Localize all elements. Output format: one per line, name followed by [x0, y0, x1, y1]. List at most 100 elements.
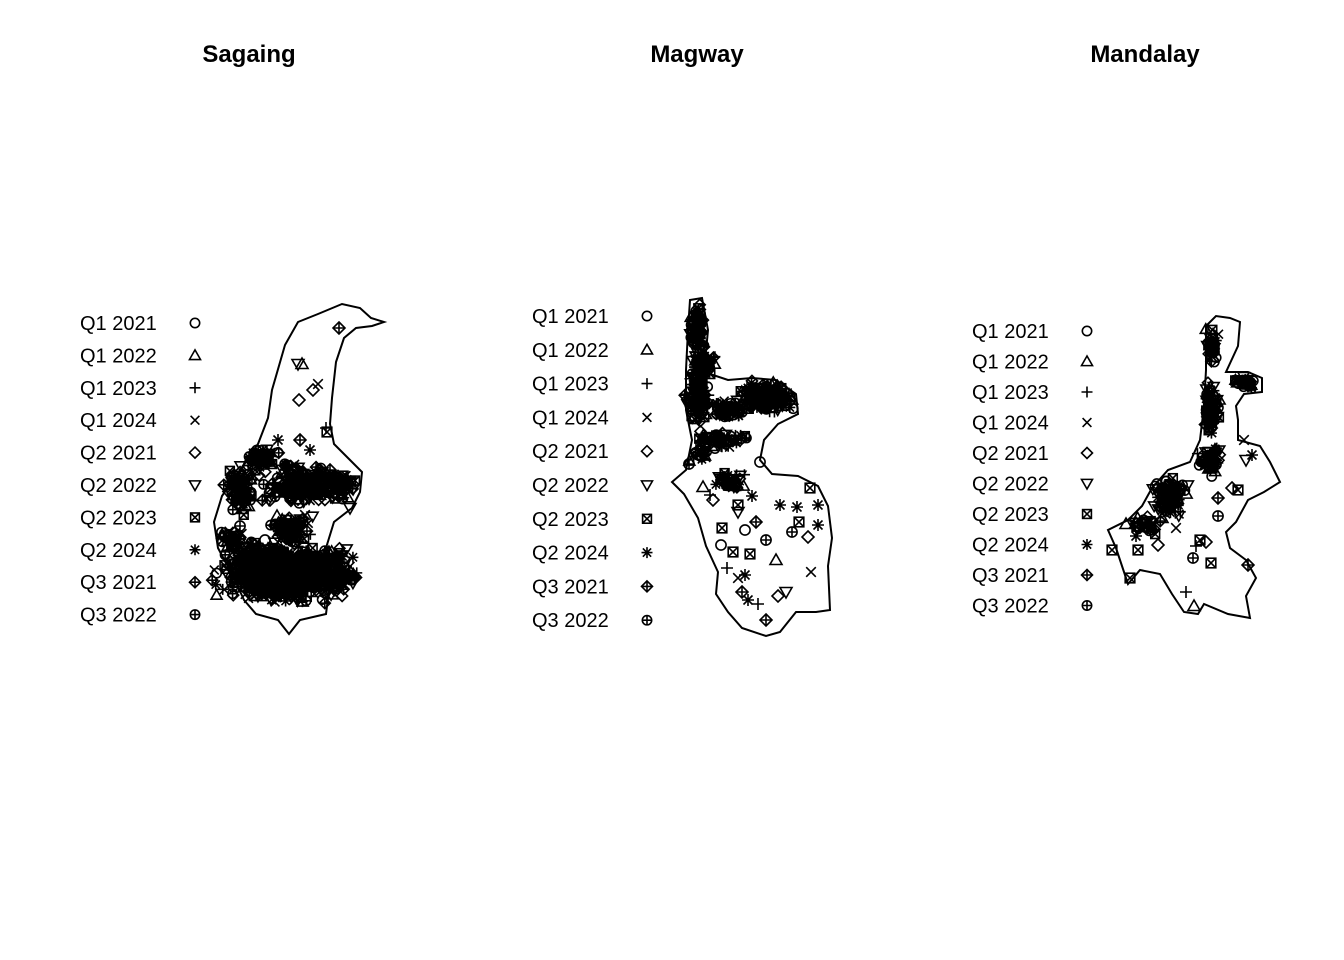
- incident-marker: [1174, 509, 1185, 520]
- panel-mandalay: Mandalay Q1 2021 Q1 2022 Q1 2023 Q1 2024 Q2 …: [972, 41, 1282, 620]
- legend-label: Q2 2023: [80, 507, 157, 529]
- incident-marker: [746, 490, 758, 502]
- incident-marker: [244, 452, 256, 464]
- panel-title: Magway: [650, 41, 744, 68]
- marker-cluster: [255, 453, 269, 463]
- incident-marker: [692, 414, 707, 427]
- incident-marker: [252, 468, 266, 483]
- incident-marker: [688, 450, 700, 462]
- incident-marker: [711, 397, 723, 409]
- marker-cluster: [1205, 453, 1215, 467]
- incident-marker: [269, 486, 283, 500]
- incident-marker: [346, 484, 361, 497]
- incident-marker: [322, 471, 333, 482]
- incident-marker: [768, 552, 784, 566]
- incident-marker: [760, 534, 772, 546]
- legend-label: Q3 2021: [532, 576, 609, 598]
- incident-marker: [705, 439, 719, 452]
- marker-cluster: [227, 534, 237, 546]
- incident-marker: [683, 458, 695, 470]
- incident-marker: [337, 550, 349, 562]
- incident-marker: [732, 499, 744, 511]
- panel-sagaing: Sagaing Q1 2021 Q1 2022 Q1 2023 Q1 2024 Q2 2…: [80, 41, 388, 636]
- incident-marker: [341, 490, 355, 503]
- incident-marker: [701, 432, 713, 444]
- incident-marker: [1170, 522, 1182, 534]
- legend-label: Q1 2023: [80, 378, 157, 400]
- incident-marker: [1154, 510, 1170, 524]
- panel-title: Mandalay: [1090, 41, 1200, 68]
- triangle-down-icon: [640, 480, 654, 493]
- incident-marker: [695, 479, 711, 493]
- incident-marker: [778, 586, 794, 600]
- marker-cluster: [1207, 397, 1217, 423]
- circle-icon: [641, 310, 653, 322]
- incident-marker: [334, 569, 346, 581]
- incident-marker: [245, 486, 257, 498]
- incident-marker: [1150, 537, 1166, 553]
- incident-marker: [1224, 480, 1240, 496]
- incident-marker: [716, 522, 728, 534]
- legend-label: Q2 2022: [972, 474, 1049, 496]
- legend-label: Q3 2021: [80, 572, 157, 594]
- marker-cluster: [1236, 379, 1252, 387]
- marker-cluster: [722, 404, 738, 416]
- incident-marker: [744, 548, 756, 560]
- incident-marker: [224, 555, 238, 569]
- incident-marker: [232, 470, 242, 481]
- incident-marker: [209, 587, 224, 600]
- incident-points: [205, 320, 363, 610]
- incident-marker: [733, 410, 745, 422]
- legend-label: Q2 2021: [80, 443, 157, 465]
- legend-label: Q1 2022: [80, 345, 157, 367]
- incident-marker: [225, 576, 237, 588]
- incident-marker: [215, 527, 230, 540]
- incident-marker: [275, 470, 286, 481]
- incident-marker: [791, 501, 803, 513]
- legend-label: Q2 2022: [532, 475, 609, 497]
- incident-marker: [312, 473, 326, 488]
- legend-label: Q1 2021: [80, 313, 157, 335]
- incident-marker: [748, 514, 764, 530]
- incident-marker: [1186, 598, 1202, 612]
- incident-marker: [696, 453, 708, 465]
- incident-marker: [220, 569, 234, 582]
- legend-label: Q1 2024: [80, 410, 157, 432]
- incident-marker: [345, 561, 356, 572]
- incident-marker: [1205, 557, 1217, 569]
- incident-marker: [264, 566, 276, 578]
- incident-marker: [312, 378, 324, 390]
- incident-marker: [333, 580, 344, 590]
- incident-marker: [340, 568, 352, 580]
- incident-marker: [1164, 507, 1176, 519]
- incident-marker: [1130, 530, 1142, 542]
- panel-title: Sagaing: [202, 41, 295, 68]
- incident-marker: [1206, 381, 1221, 394]
- legend-label: Q2 2023: [532, 509, 609, 531]
- incident-marker: [1211, 453, 1226, 467]
- incident-marker: [249, 464, 261, 476]
- diamond-plus-icon: [1080, 568, 1094, 582]
- incident-marker: [275, 464, 289, 477]
- incident-marker: [734, 584, 750, 600]
- incident-marker: [295, 466, 306, 476]
- incident-marker: [739, 524, 751, 536]
- region-outline: [212, 302, 388, 636]
- incident-marker: [319, 545, 331, 557]
- incident-marker: [705, 492, 721, 508]
- diamond-plus-icon: [188, 575, 202, 589]
- legend: Q1 2021 Q1 2022 Q1 2023 Q1 2024 Q2 2021 Q2 20…: [80, 313, 202, 627]
- marker-cluster: [692, 380, 704, 410]
- incident-marker: [812, 499, 824, 511]
- incident-marker: [238, 509, 249, 521]
- incident-marker: [302, 548, 314, 560]
- incident-points: [678, 298, 824, 628]
- incident-marker: [305, 495, 316, 506]
- incident-marker: [685, 412, 700, 425]
- incident-marker: [283, 567, 298, 580]
- legend-label: Q3 2022: [80, 605, 157, 627]
- circle-plus-icon: [641, 614, 653, 626]
- legend-label: Q3 2022: [972, 596, 1049, 618]
- incident-marker: [1124, 572, 1136, 584]
- legend-label: Q1 2021: [532, 306, 609, 328]
